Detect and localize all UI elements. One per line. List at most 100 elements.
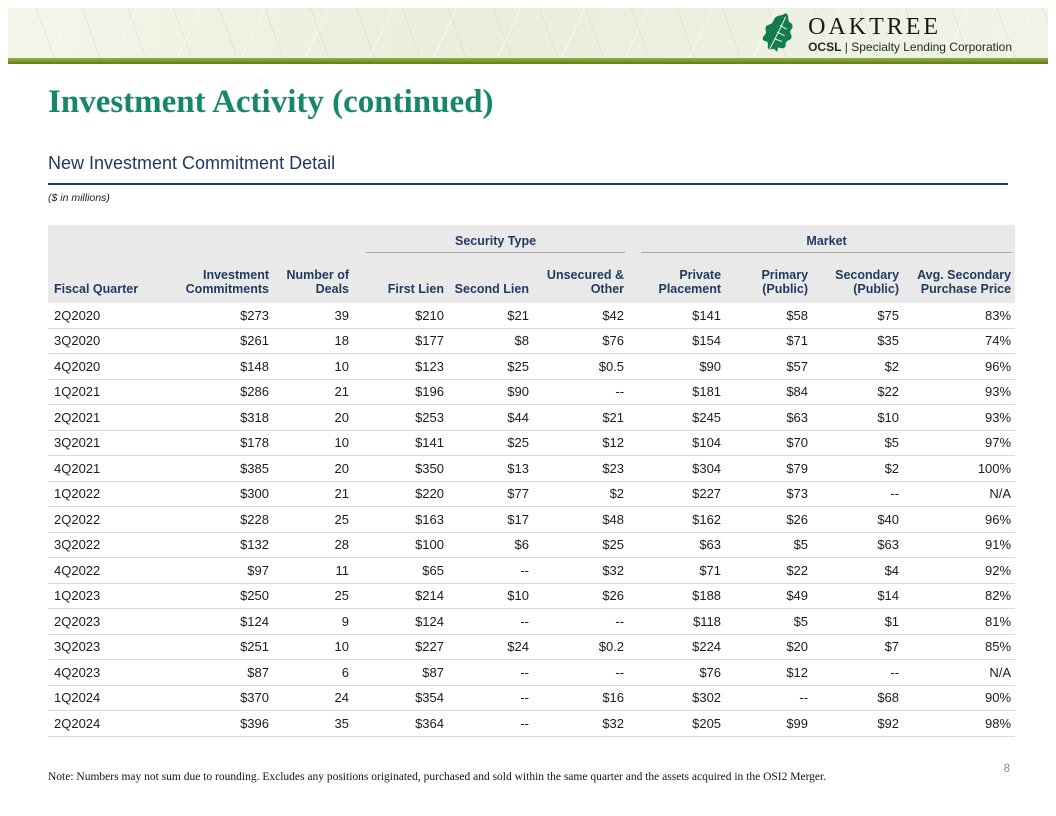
fiscal-quarter-cell: 1Q2022 [48,481,168,507]
value-cell: 28 [273,532,353,558]
value-cell: $354 [353,685,448,711]
value-cell: 24 [273,685,353,711]
value-cell: $2 [812,353,904,380]
units-note: ($ in millions) [48,192,110,204]
value-cell: N/A [903,659,1016,686]
value-cell: $251 [168,634,273,660]
value-cell: $65 [353,557,448,584]
value-cell: $253 [353,404,448,431]
value-cell: -- [448,608,533,635]
value-cell: $196 [353,379,448,405]
value-cell: $154 [628,328,726,354]
table-row: 1Q2023 $250 25 $214 $10 $26 $188 $49 $14 82% [48,583,1016,609]
brand-ticker: OCSL [808,40,842,55]
group-header-label: Security Type [366,234,626,253]
value-cell: 9 [273,608,353,635]
value-cell: 90% [903,685,1016,711]
value-cell: $350 [353,455,448,482]
value-cell: $63 [628,532,726,558]
value-cell: $385 [168,455,273,482]
value-cell: $210 [353,303,448,329]
value-cell: 18 [273,328,353,354]
table-head: Security Type Market Fiscal Quarter Inve… [48,225,1016,303]
value-cell: $7 [812,634,904,660]
value-cell: $76 [628,659,726,686]
value-cell: $214 [353,583,448,609]
value-cell: $79 [725,455,813,482]
fiscal-quarter-cell: 4Q2022 [48,557,168,584]
value-cell: 35 [273,710,353,737]
value-cell: $49 [725,583,813,609]
value-cell: 93% [903,379,1016,405]
fiscal-quarter-cell: 1Q2023 [48,583,168,609]
value-cell: $12 [533,430,629,456]
value-cell: $181 [628,379,726,405]
value-cell: $8 [448,328,533,354]
value-cell: $87 [353,659,448,686]
value-cell: 10 [273,430,353,456]
value-cell: $75 [812,303,904,329]
value-cell: $32 [533,557,629,584]
value-cell: 92% [903,557,1016,584]
fiscal-quarter-cell: 4Q2020 [48,353,168,380]
section-rule [48,183,1008,185]
logo-text: OAKTREE OCSL | Specialty Lending Corpora… [808,14,1012,54]
table-row: 2Q2024 $396 35 $364 -- $32 $205 $99 $92 98% [48,710,1016,737]
table-row: 1Q2021 $286 21 $196 $90 -- $181 $84 $22 93% [48,379,1016,405]
value-cell: 10 [273,634,353,660]
value-cell: $25 [448,353,533,380]
value-cell: $25 [448,430,533,456]
fiscal-quarter-cell: 4Q2023 [48,659,168,686]
brand-subtitle: OCSL | Specialty Lending Corporation [808,41,1012,54]
page-number: 8 [1003,763,1010,775]
value-cell: $21 [448,303,533,329]
value-cell: 10 [273,353,353,380]
value-cell: $2 [533,481,629,507]
value-cell: $300 [168,481,273,507]
table-row: 3Q2022 $132 28 $100 $6 $25 $63 $5 $63 91% [48,532,1016,558]
fiscal-quarter-cell: 3Q2022 [48,532,168,558]
fiscal-quarter-cell: 3Q2023 [48,634,168,660]
banner-olive-stripe [8,58,1048,64]
value-cell: $71 [725,328,813,354]
value-cell: 20 [273,455,353,482]
value-cell: $25 [533,532,629,558]
value-cell: $302 [628,685,726,711]
value-cell: -- [533,608,629,635]
value-cell: $364 [353,710,448,737]
value-cell: $12 [725,659,813,686]
table-row: 4Q2021 $385 20 $350 $13 $23 $304 $79 $2 100% [48,455,1016,482]
table-row: 3Q2023 $251 10 $227 $24 $0.2 $224 $20 $7 85% [48,634,1016,660]
value-cell: $22 [725,557,813,584]
value-cell: $5 [725,608,813,635]
oak-leaf-icon [761,12,799,57]
value-cell: $124 [353,608,448,635]
value-cell: -- [448,685,533,711]
value-cell: $97 [168,557,273,584]
value-cell: 25 [273,583,353,609]
value-cell: $205 [628,710,726,737]
value-cell: $71 [628,557,726,584]
value-cell: $118 [628,608,726,635]
commitment-table: Security Type Market Fiscal Quarter Inve… [48,225,1016,737]
value-cell: 81% [903,608,1016,635]
table-body: 2Q2020 $273 39 $210 $21 $42 $141 $58 $75 83% 3Q202… [48,303,1016,737]
column-header-row: Fiscal Quarter Investment Commitments Nu… [48,253,1015,303]
value-cell: $44 [448,404,533,431]
value-cell: $177 [353,328,448,354]
column-header-secondary-public: Secondary (Public) [835,267,900,297]
value-cell: 82% [903,583,1016,609]
fiscal-quarter-cell: 2Q2021 [48,404,168,431]
value-cell: 11 [273,557,353,584]
value-cell: $68 [812,685,904,711]
fiscal-quarter-cell: 4Q2021 [48,455,168,482]
fiscal-quarter-cell: 3Q2021 [48,430,168,456]
value-cell: $162 [628,506,726,533]
value-cell: 91% [903,532,1016,558]
value-cell: $90 [448,379,533,405]
value-cell: $24 [448,634,533,660]
table-row: 1Q2022 $300 21 $220 $77 $2 $227 $73 -- N/A [48,481,1016,507]
table-row: 3Q2020 $261 18 $177 $8 $76 $154 $71 $35 74% [48,328,1016,354]
value-cell: $21 [533,404,629,431]
